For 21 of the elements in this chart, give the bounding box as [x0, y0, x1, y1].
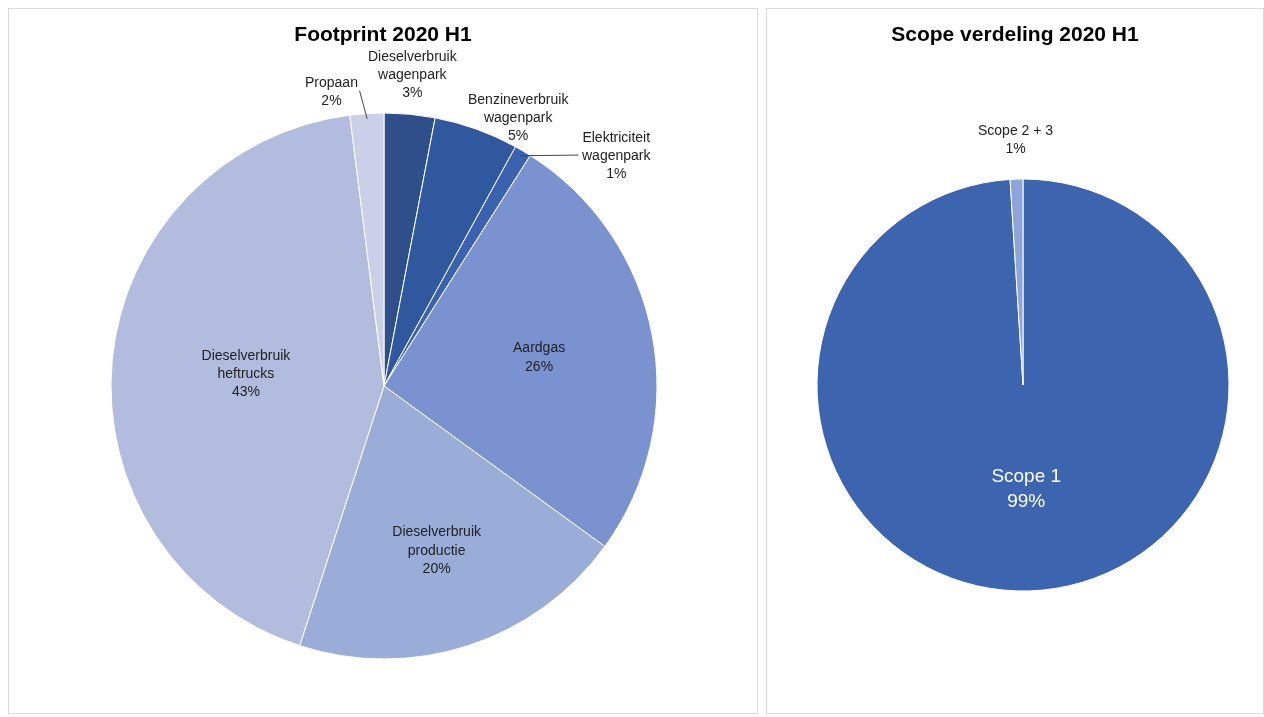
data-label: 5% [508, 127, 529, 144]
data-label: 20% [422, 559, 451, 576]
data-label: 26% [525, 357, 554, 374]
chart-title: Scope verdeling 2020 H1 [891, 22, 1140, 46]
slice-label: Propaan [305, 74, 358, 90]
pie-slice [816, 178, 1230, 592]
slice-label: Aardgas [513, 339, 566, 356]
slice-label: Dieselverbruik heftrucks [201, 346, 292, 381]
data-label: 99% [1007, 489, 1046, 511]
slice-label: Elektriciteit wagenpark [581, 129, 652, 164]
slice-label: Dieselverbruik wagenpark [368, 48, 458, 83]
data-label: 3% [402, 84, 423, 101]
data-label: 2% [321, 92, 342, 109]
data-label: 43% [231, 383, 260, 400]
slice-label: Scope 2 + 3 [978, 122, 1054, 138]
slice-label: Dieselverbruik productie [392, 523, 482, 558]
chart-title: Footprint 2020 H1 [294, 22, 472, 46]
slice-label: Benzineverbruik wagenpark [468, 91, 570, 126]
slice-label: Scope 1 [991, 465, 1062, 487]
data-label: 1% [1005, 140, 1026, 157]
data-label: 1% [606, 165, 627, 182]
